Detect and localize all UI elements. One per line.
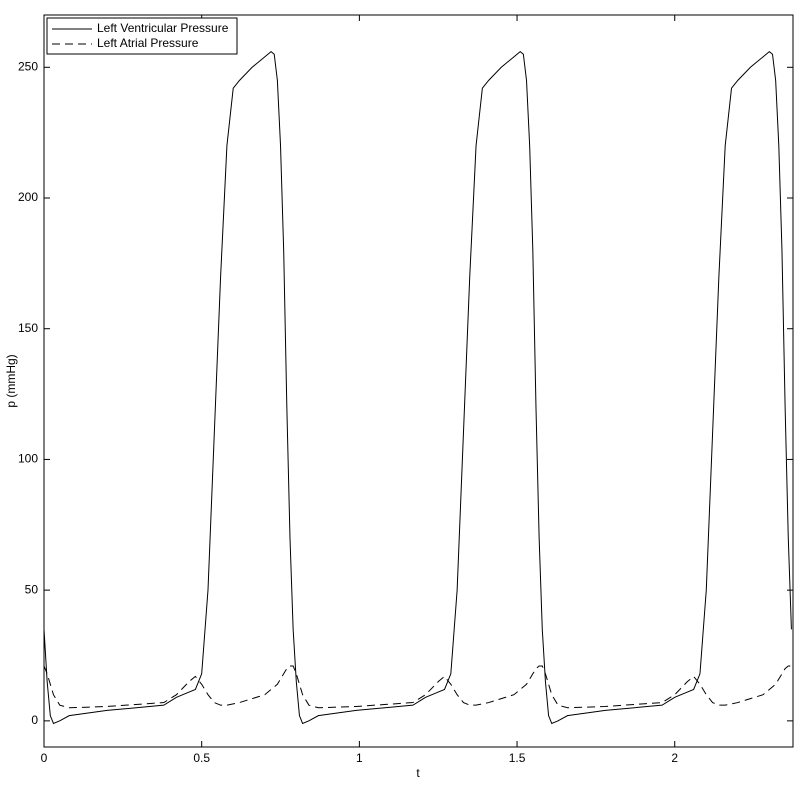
y-axis-label: p (mmHg) [4,354,18,407]
y-tick-label: 100 [18,452,38,466]
y-tick-label: 0 [31,713,38,727]
legend-label: Left Ventricular Pressure [97,21,229,35]
y-tick-label: 200 [18,190,38,204]
y-tick-label: 250 [18,59,38,73]
legend-box [46,17,238,55]
x-tick-label: 0 [41,751,48,765]
legend-label: Left Atrial Pressure [97,36,199,50]
x-axis-label: t [416,766,420,780]
x-tick-label: 2 [671,751,678,765]
x-tick-label: 1 [356,751,363,765]
y-tick-label: 50 [25,582,39,596]
plot-frame [43,14,794,748]
series-line [43,50,792,725]
y-tick-label: 150 [18,321,38,335]
series-line [43,665,792,709]
x-tick-label: 0.5 [193,751,210,765]
x-tick-label: 1.5 [509,751,526,765]
